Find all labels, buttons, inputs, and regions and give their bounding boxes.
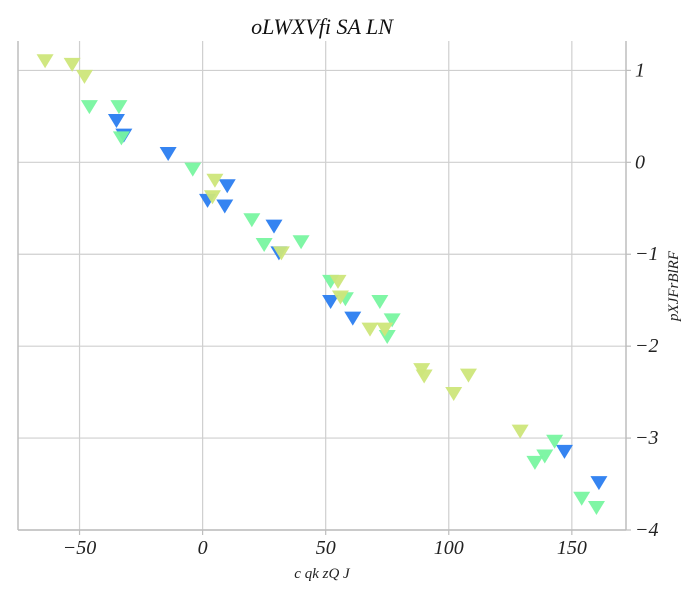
data-point — [255, 238, 273, 253]
data-point — [587, 500, 605, 515]
data-point — [459, 368, 477, 383]
data-point — [265, 219, 283, 234]
x-tick-label: 0 — [198, 537, 208, 559]
data-point — [110, 100, 128, 115]
data-point — [322, 295, 340, 310]
data-point — [331, 290, 349, 305]
data-point — [415, 369, 433, 384]
data-point — [555, 444, 573, 459]
x-tick-label: 100 — [434, 537, 464, 559]
data-point — [159, 147, 177, 162]
data-point — [112, 131, 130, 146]
chart-title: oLWXVfi SA LN — [251, 14, 394, 39]
tick-labels: −50 0 50 100 150 1 0 −1 −2 −3 −4 — [63, 59, 659, 559]
data-point — [344, 311, 362, 326]
data-point — [36, 54, 54, 69]
axes-spines — [17, 41, 627, 531]
data-point — [292, 235, 310, 250]
data-point — [511, 424, 529, 439]
y-tick-label: −3 — [635, 427, 659, 449]
data-point — [184, 162, 202, 177]
y-tick-label: 1 — [635, 59, 645, 81]
data-point — [80, 100, 98, 115]
data-point — [590, 476, 608, 491]
data-point — [371, 295, 389, 310]
data-point — [206, 173, 224, 188]
data-point — [243, 213, 261, 228]
y-axis-label: pXJFrBlRF — [666, 250, 682, 322]
y-tick-label: −1 — [635, 243, 659, 265]
data-point — [216, 199, 234, 214]
x-axis-label: c qk zQ J — [294, 566, 351, 582]
data-point — [361, 322, 379, 337]
x-tick-label: 50 — [316, 537, 336, 559]
y-tick-label: −4 — [635, 519, 659, 541]
data-point — [329, 274, 347, 289]
data-point — [573, 491, 591, 506]
y-tick-label: −2 — [635, 335, 659, 357]
data-point — [546, 434, 564, 449]
data-point — [63, 57, 81, 72]
data-point — [107, 113, 125, 128]
data-point — [526, 455, 544, 470]
data-points — [36, 54, 608, 515]
data-point — [536, 449, 554, 464]
x-tick-label: 150 — [557, 537, 587, 559]
data-point — [218, 179, 236, 194]
data-point — [272, 246, 290, 261]
data-point — [376, 322, 394, 337]
y-tick-label: 0 — [635, 151, 645, 173]
data-point — [75, 69, 93, 84]
x-tick-label: −50 — [63, 537, 97, 559]
data-point — [383, 313, 401, 328]
data-point — [203, 190, 221, 205]
data-point — [445, 386, 463, 401]
